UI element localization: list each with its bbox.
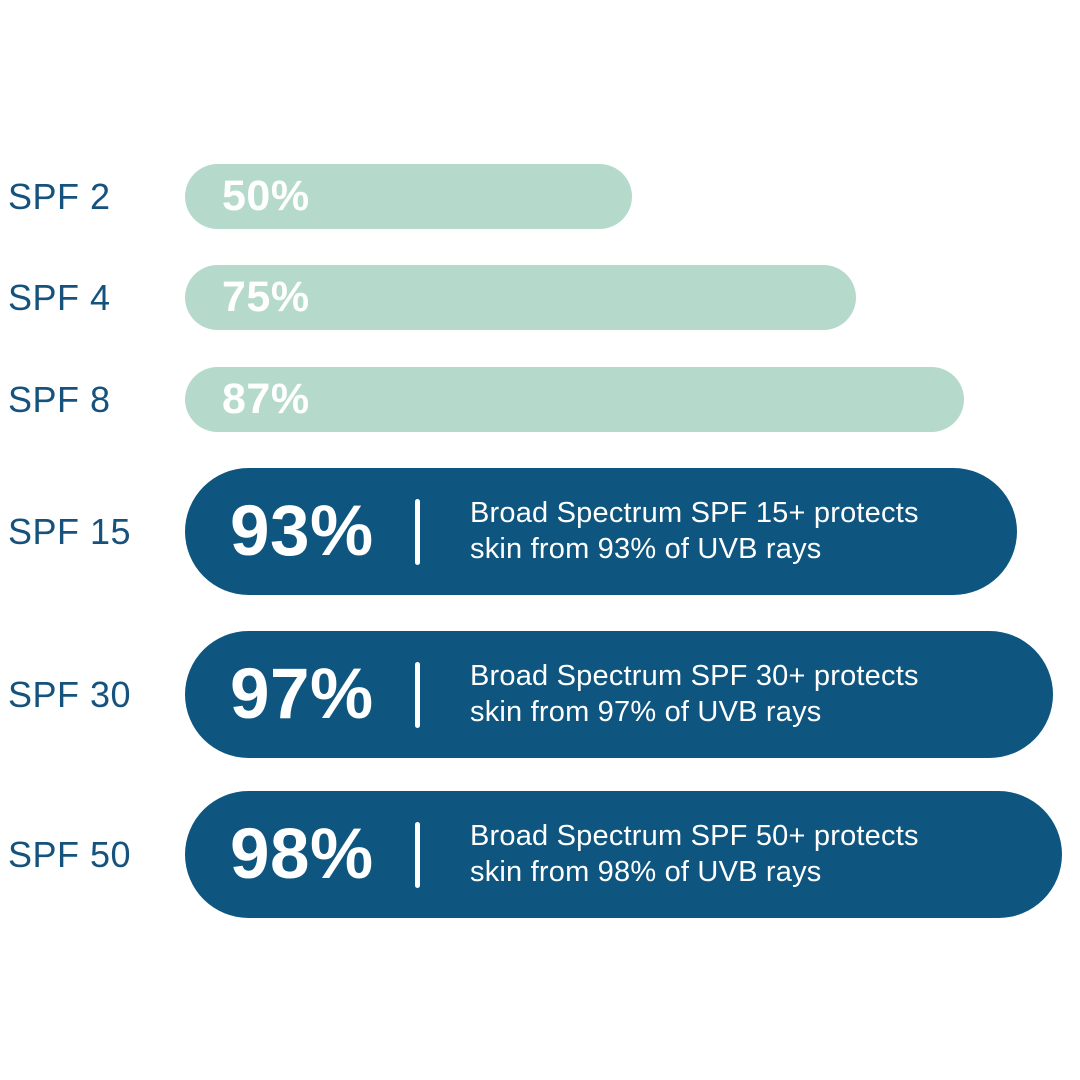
category-label: SPF 30 bbox=[8, 673, 132, 715]
bar-spf2: 50% bbox=[185, 164, 632, 229]
vertical-divider bbox=[415, 498, 420, 565]
vertical-divider bbox=[415, 821, 420, 888]
bar-spf30: 97% Broad Spectrum SPF 30+ protects skin… bbox=[185, 631, 1053, 758]
category-label: SPF 4 bbox=[8, 276, 111, 318]
category-label: SPF 15 bbox=[8, 510, 132, 552]
category-label: SPF 2 bbox=[8, 175, 111, 217]
value-label: 75% bbox=[222, 273, 310, 321]
value-label: 98% bbox=[230, 815, 374, 894]
category-label: SPF 8 bbox=[8, 378, 111, 420]
bar-spf15: 93% Broad Spectrum SPF 15+ protects skin… bbox=[185, 468, 1017, 595]
bar-description: Broad Spectrum SPF 50+ protects skin fro… bbox=[470, 819, 919, 888]
value-label: 87% bbox=[222, 375, 310, 423]
bar-spf50: 98% Broad Spectrum SPF 50+ protects skin… bbox=[185, 791, 1062, 918]
category-label: SPF 50 bbox=[8, 833, 132, 875]
bar-row-spf8: SPF 8 87% bbox=[0, 367, 1080, 432]
bar-description: Broad Spectrum SPF 15+ protects skin fro… bbox=[470, 496, 919, 565]
value-label: 50% bbox=[222, 172, 310, 220]
bar-row-spf4: SPF 4 75% bbox=[0, 265, 1080, 330]
bar-row-spf30: SPF 30 97% Broad Spectrum SPF 30+ protec… bbox=[0, 631, 1080, 758]
vertical-divider bbox=[415, 661, 420, 728]
bar-row-spf15: SPF 15 93% Broad Spectrum SPF 15+ protec… bbox=[0, 468, 1080, 595]
bar-spf8: 87% bbox=[185, 367, 964, 432]
bar-row-spf2: SPF 2 50% bbox=[0, 164, 1080, 229]
value-label: 93% bbox=[230, 492, 374, 571]
bar-description: Broad Spectrum SPF 30+ protects skin fro… bbox=[470, 659, 919, 728]
value-label: 97% bbox=[230, 655, 374, 734]
bar-row-spf50: SPF 50 98% Broad Spectrum SPF 50+ protec… bbox=[0, 791, 1080, 918]
bar-spf4: 75% bbox=[185, 265, 856, 330]
